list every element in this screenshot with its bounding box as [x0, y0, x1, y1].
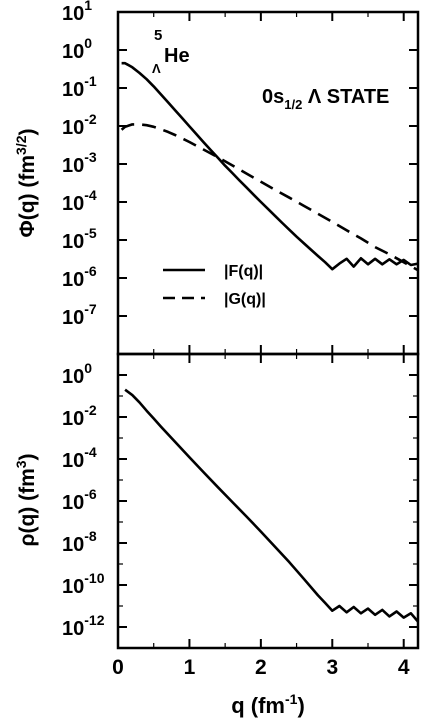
top-y-tick-label: 10-5	[62, 225, 97, 253]
top-panel: 101 100 10-1 10-2 10-3 10-4 10-5 10-6 10-7 5 Λ H…	[13, 0, 420, 356]
top-series-G-line	[120, 123, 419, 272]
nucleus-lambda-subscript: Λ	[152, 61, 161, 76]
nucleus-symbol: He	[164, 45, 190, 67]
bottom-y-tick-label: 10-8	[62, 528, 97, 556]
x-tick-label: 2	[255, 656, 267, 679]
bottom-plot-frame	[116, 352, 420, 650]
top-y-tick-label: 101	[62, 0, 92, 25]
bottom-series-F-line	[124, 388, 419, 623]
top-y-tick-label: 10-3	[62, 149, 97, 177]
x-tick-label: 3	[326, 656, 338, 679]
top-y-tick-label: 10-6	[62, 263, 97, 291]
bottom-y-axis-label: ρ(q) (fm3)	[13, 453, 39, 546]
bottom-y-tick-label: 10-10	[62, 570, 105, 598]
bottom-y-tick-label: 10-6	[62, 486, 97, 514]
bottom-curves	[124, 388, 419, 623]
bottom-y-ticks: 100 10-2 10-4 10-6 10-8 10-10 10-12	[62, 353, 418, 649]
bottom-panel: 100 10-2 10-4 10-6 10-8 10-10 10-12 0 1 2 3 4 ρ(q)…	[13, 352, 420, 718]
top-y-tick-label: 10-7	[62, 301, 97, 329]
legend-label-G: |G(q)|	[224, 291, 266, 308]
x-tick-label: 4	[398, 656, 410, 679]
top-y-tick-label: 10-4	[62, 187, 97, 215]
x-tick-label: 0	[112, 656, 124, 679]
bottom-y-tick-label: 10-2	[62, 402, 97, 430]
top-y-tick-label: 10-2	[62, 111, 97, 139]
legend: |F(q)| |G(q)|	[163, 263, 266, 308]
top-y-tick-label: 10-1	[62, 73, 97, 101]
legend-label-F: |F(q)|	[224, 263, 263, 280]
top-x-ticks	[117, 12, 405, 354]
state-annotation: 0s1/2 Λ STATE	[262, 86, 389, 112]
x-tick-label: 1	[184, 656, 196, 679]
top-plot-frame	[116, 10, 420, 356]
bottom-y-tick-label: 10-4	[62, 444, 97, 472]
top-y-axis-label: Φ(q) (fm3/2)	[13, 128, 39, 237]
bottom-x-ticks: 0 1 2 3 4	[112, 354, 410, 679]
top-series-F-line	[121, 61, 419, 271]
bottom-y-tick-label: 100	[62, 360, 92, 388]
bottom-y-tick-label: 10-12	[62, 612, 105, 640]
x-axis-label: q (fm-1)	[231, 691, 305, 718]
top-y-ticks: 101 100 10-1 10-2 10-3 10-4 10-5 10-6 10-7	[62, 0, 418, 355]
top-y-tick-label: 100	[62, 35, 92, 63]
nucleus-mass-number: 5	[154, 27, 162, 44]
top-curves	[120, 61, 419, 272]
